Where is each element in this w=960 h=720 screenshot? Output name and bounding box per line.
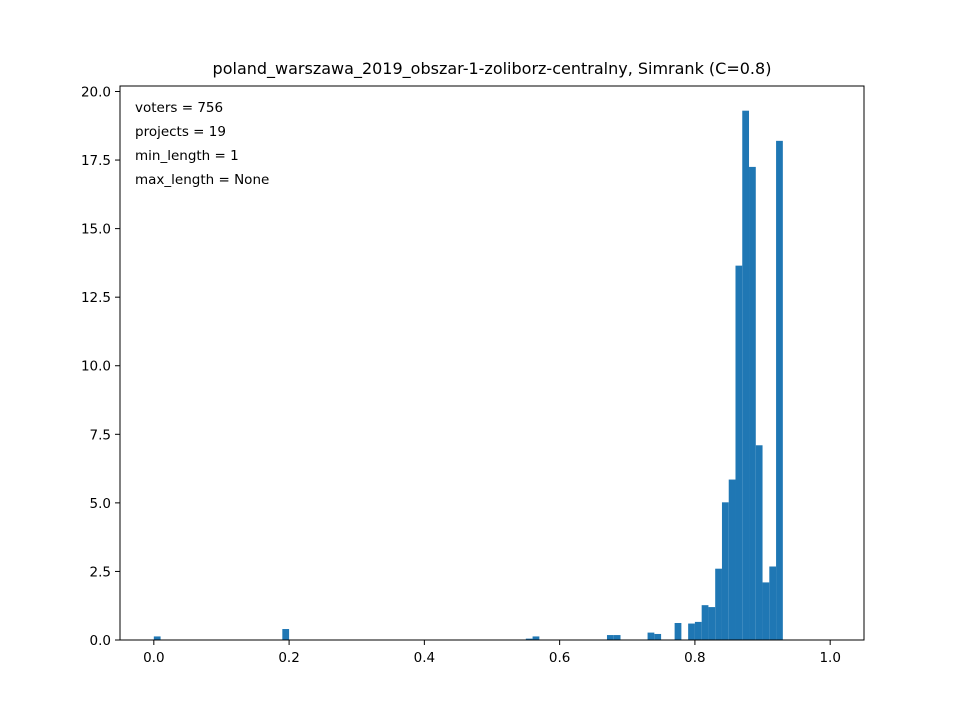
histogram-bar (755, 445, 763, 640)
histogram-bar (762, 582, 770, 640)
annotation-line: min_length = 1 (135, 148, 239, 164)
histogram-bar (721, 502, 729, 640)
x-tick-label: 1.0 (819, 650, 840, 666)
annotation-box: voters = 756 projects = 19 min_length = 1 m… (135, 100, 269, 188)
histogram-bar (613, 635, 621, 640)
histogram-bar (701, 605, 709, 640)
x-tick-label: 0.8 (684, 650, 705, 666)
y-tick-label: 10.0 (81, 359, 111, 375)
y-tick-label: 7.5 (90, 427, 111, 443)
histogram-bar (749, 166, 756, 640)
histogram-bar (715, 568, 722, 640)
annotation-line: max_length = None (135, 172, 269, 188)
x-tick-label: 0.4 (414, 650, 435, 666)
y-tick-label: 0.0 (90, 633, 111, 649)
x-tick-label: 0.0 (143, 650, 164, 666)
x-tick-label: 0.6 (549, 650, 570, 666)
histogram-bar (776, 140, 783, 640)
x-axis: 0.0 0.2 0.4 0.6 0.8 1.0 (143, 640, 841, 666)
histogram-bar (153, 636, 161, 640)
y-tick-label: 15.0 (81, 222, 111, 238)
x-tick-label: 0.2 (278, 650, 299, 666)
histogram-bar (532, 636, 540, 640)
histogram-bar (742, 110, 750, 640)
histogram-bar (694, 621, 702, 640)
histogram-bar (769, 566, 777, 640)
histogram-bar (728, 479, 736, 640)
chart-title: poland_warszawa_2019_obszar-1-zoliborz-c… (213, 59, 772, 79)
histogram-bar (647, 632, 655, 640)
histogram-bar (654, 633, 662, 640)
histogram-bar (688, 623, 695, 640)
axes-frame (119, 85, 865, 641)
histogram-bar (282, 629, 290, 640)
histogram-bar (525, 638, 533, 640)
y-tick-label: 5.0 (90, 496, 111, 512)
annotation-line: projects = 19 (135, 124, 226, 140)
histogram-bar (674, 622, 682, 640)
histogram-bar (708, 607, 716, 640)
y-tick-label: 20.0 (81, 84, 111, 100)
y-tick-label: 17.5 (81, 153, 111, 169)
y-axis: 0.0 2.5 5.0 7.5 10.0 12.5 15.0 17.5 20.0 (81, 84, 120, 649)
bars-group (153, 110, 783, 640)
y-tick-label: 12.5 (81, 290, 111, 306)
y-tick-label: 2.5 (90, 564, 111, 580)
histogram-bar (735, 265, 743, 640)
histogram-bar (606, 635, 614, 640)
annotation-line: voters = 756 (135, 100, 223, 116)
